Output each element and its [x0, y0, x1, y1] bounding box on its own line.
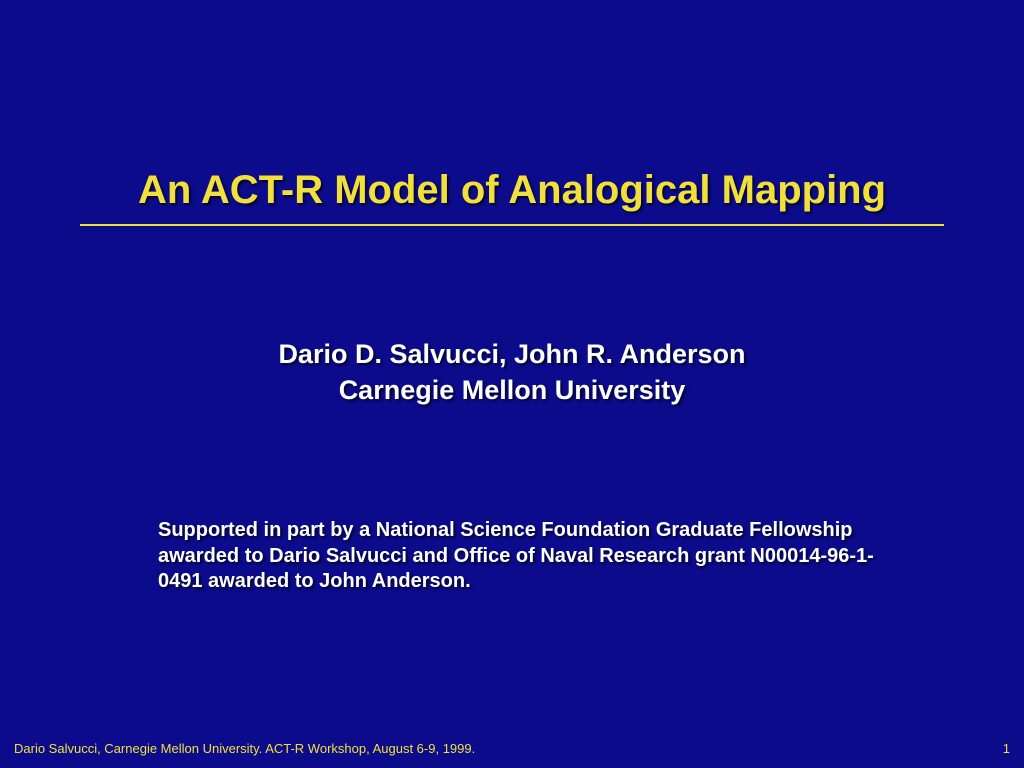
- slide-title: An ACT-R Model of Analogical Mapping: [0, 168, 1024, 213]
- title-underline: [80, 224, 944, 226]
- affiliation-line: Carnegie Mellon University: [0, 372, 1024, 408]
- footer-citation: Dario Salvucci, Carnegie Mellon Universi…: [14, 741, 475, 756]
- authors-block: Dario D. Salvucci, John R. Anderson Carn…: [0, 336, 1024, 409]
- slide: An ACT-R Model of Analogical Mapping Dar…: [0, 0, 1024, 768]
- slide-number: 1: [1003, 741, 1010, 756]
- authors-line: Dario D. Salvucci, John R. Anderson: [0, 336, 1024, 372]
- funding-acknowledgment: Supported in part by a National Science …: [158, 518, 878, 595]
